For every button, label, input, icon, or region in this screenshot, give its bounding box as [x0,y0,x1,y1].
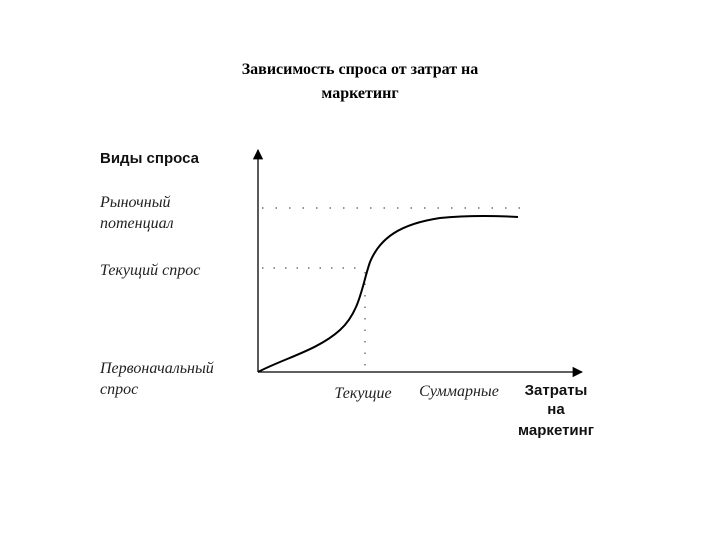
level-label: Текущий спрос [100,262,200,279]
x-axis-label: маркетинг [518,422,594,439]
demand-curve [257,215,519,373]
level-label: Первоначальный [99,360,214,377]
title-line: Зависимость спроса от затрат на [242,61,479,78]
y-axis-label: Виды спроса [100,150,200,167]
level-label: потенциал [100,215,174,232]
x-axis-label: на [547,401,565,418]
level-label: спрос [100,381,138,398]
title-line: маркетинг [321,85,398,102]
level-label: Рыночный [99,194,171,211]
x-axis-label: Затраты [525,382,588,399]
x-point-label: Текущие [334,385,391,402]
x-point-label: Суммарные [419,383,499,400]
